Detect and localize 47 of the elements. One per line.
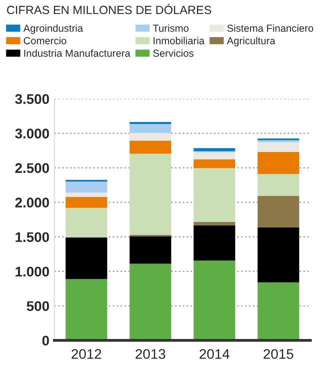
bar bbox=[194, 159, 236, 168]
bar bbox=[66, 238, 108, 279]
y-tick-label: 3.000 bbox=[15, 128, 49, 139]
bar bbox=[194, 222, 236, 226]
bar bbox=[66, 208, 108, 238]
bar bbox=[130, 124, 172, 133]
legend-label: Comercio bbox=[24, 36, 66, 44]
x-tick-label: 2015 bbox=[264, 349, 294, 359]
bar bbox=[130, 140, 172, 154]
bar bbox=[130, 264, 172, 340]
legend-label: Sistema Financiero bbox=[227, 24, 314, 32]
legend-label: Turismo bbox=[152, 24, 189, 32]
bar bbox=[66, 196, 108, 208]
bar bbox=[258, 152, 300, 174]
bar bbox=[258, 174, 300, 196]
bar bbox=[258, 228, 300, 282]
x-tick-label: 2013 bbox=[136, 349, 166, 359]
legend-label: Inmobiliaria bbox=[154, 36, 205, 44]
bar bbox=[130, 236, 172, 264]
y-tick-label: 2.000 bbox=[15, 198, 49, 208]
x-tick-label: 2012 bbox=[72, 349, 102, 359]
bar bbox=[194, 168, 236, 222]
y-tick-label: 3.500 bbox=[15, 94, 49, 104]
bar bbox=[194, 260, 236, 340]
bar bbox=[130, 132, 172, 141]
y-tick-label: 500 bbox=[26, 301, 49, 312]
bar bbox=[258, 282, 300, 340]
bar bbox=[258, 196, 300, 228]
y-tick-label: 1.500 bbox=[16, 232, 49, 242]
y-tick-label: 1.000 bbox=[16, 266, 49, 277]
chart-title: CIFRAS EN MILLONES DE DÓLARES bbox=[7, 4, 212, 14]
x-tick-label: 2014 bbox=[200, 349, 230, 359]
legend-label: Agroindustria bbox=[23, 24, 84, 34]
y-tick-label: 0 bbox=[42, 336, 49, 346]
bar bbox=[66, 182, 108, 193]
bar bbox=[194, 152, 236, 160]
bar bbox=[130, 154, 172, 235]
bar bbox=[66, 192, 108, 197]
legend-label: Servicios bbox=[153, 49, 194, 57]
legend-label: Industria Manufacturera bbox=[24, 49, 130, 57]
y-tick-label: 2.500 bbox=[15, 163, 49, 174]
bar bbox=[258, 142, 300, 152]
bar bbox=[130, 122, 172, 124]
legend-label: Agricultura bbox=[226, 36, 276, 46]
bar bbox=[194, 225, 236, 261]
bar bbox=[194, 148, 236, 152]
bar bbox=[66, 278, 108, 340]
